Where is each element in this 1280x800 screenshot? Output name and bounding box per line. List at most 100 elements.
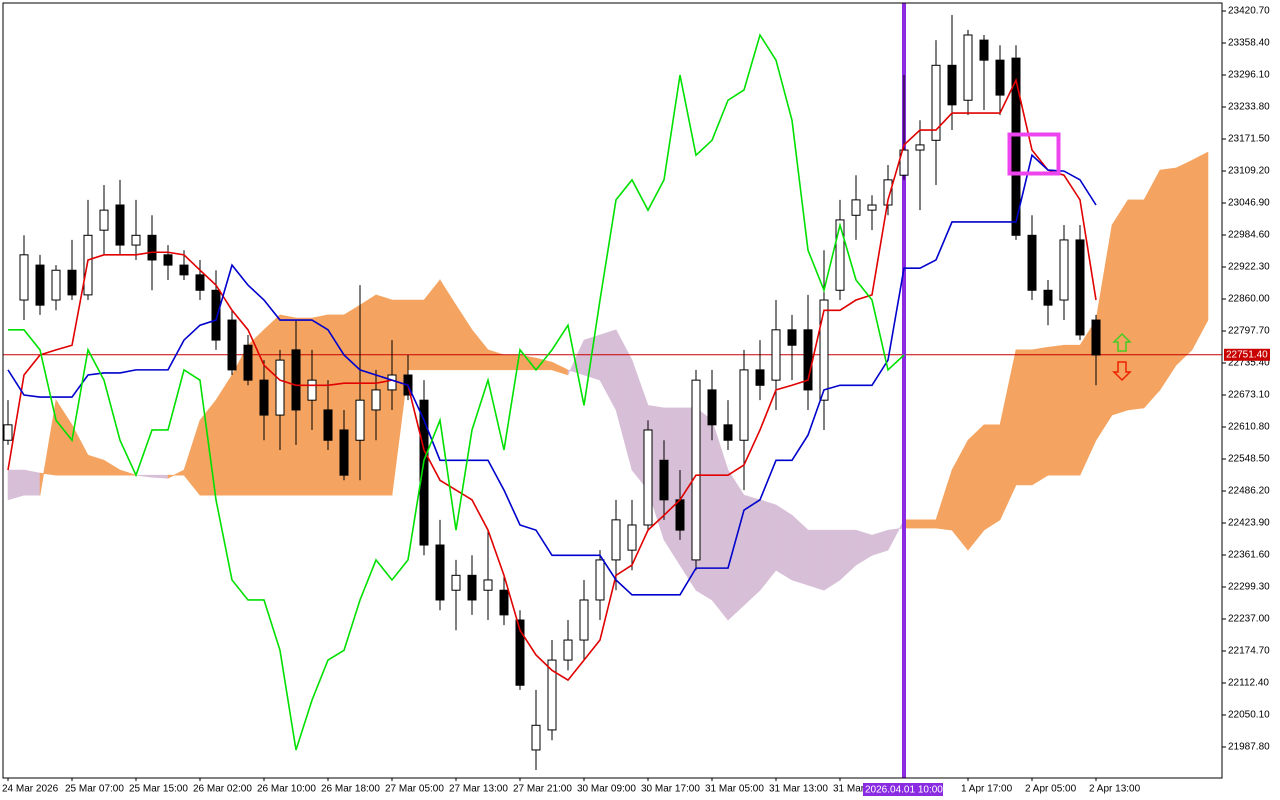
candle-body (979, 39, 989, 61)
y-tick-label: 22423.90 (1228, 518, 1270, 529)
candle-body (227, 319, 237, 371)
cloud-segment (391, 299, 409, 496)
y-tick-label: 23358.40 (1228, 38, 1270, 49)
candle-body (579, 599, 589, 641)
candle-body (867, 204, 877, 211)
candle-body (1059, 239, 1069, 301)
cloud-segment (487, 349, 505, 371)
cloud-segment (919, 519, 937, 529)
candle-body (563, 639, 573, 661)
cloud-segment (1127, 199, 1145, 411)
y-tick-label: 21987.80 (1228, 742, 1270, 753)
candle-body (35, 264, 45, 306)
candle-body (755, 369, 765, 386)
candle-body (115, 204, 125, 246)
cloud-segment (423, 279, 441, 371)
candle-body (643, 429, 653, 526)
cloud-segment (903, 519, 921, 529)
x-tick-label: 27 Mar 05:00 (385, 784, 444, 795)
candle-body (291, 349, 301, 411)
cloud-segment (615, 329, 633, 471)
y-tick-label: 23109.20 (1228, 166, 1270, 177)
candle-body (371, 389, 381, 411)
y-tick-label: 22984.60 (1228, 230, 1270, 241)
candle-body (611, 519, 621, 561)
cloud-segment (823, 529, 841, 591)
candle-body (1043, 289, 1053, 306)
cloud-segment (887, 519, 905, 551)
candle-body (963, 34, 973, 101)
candle-body (435, 544, 445, 601)
cloud-segment (23, 469, 41, 496)
y-tick-label: 23296.10 (1228, 70, 1270, 81)
x-tick-label: 30 Mar 09:00 (577, 784, 636, 795)
candle-body (947, 64, 957, 106)
candle-body (1075, 239, 1085, 336)
candle-body (835, 219, 845, 291)
x-tick-label: 1 Apr 17:00 (961, 784, 1013, 795)
candle-body (659, 459, 669, 501)
y-tick-label: 22486.20 (1228, 486, 1270, 497)
cloud-segment (1015, 349, 1033, 486)
candle-body (387, 374, 397, 391)
cloud-segment (727, 469, 745, 621)
cloud-segment (439, 278, 457, 371)
cloud-segment (839, 529, 857, 581)
cloud-segment (135, 474, 153, 478)
candle-body (771, 329, 781, 381)
candle-body (339, 429, 349, 476)
down-arrow (1112, 361, 1132, 382)
highlight-box (1007, 132, 1061, 176)
candle-body (211, 289, 221, 341)
x-tick-label: 26 Mar 02:00 (193, 784, 252, 795)
candle-body (451, 574, 461, 591)
x-tick-label: 2 Apr 13:00 (1089, 784, 1141, 795)
candle-body (739, 369, 749, 441)
y-tick-label: 22361.60 (1228, 550, 1270, 561)
candle-body (275, 359, 285, 416)
cloud-segment (807, 529, 825, 591)
cloud-segment (871, 529, 889, 556)
y-tick-label: 23171.50 (1228, 134, 1270, 145)
candle-body (595, 559, 605, 601)
candle-body (819, 299, 829, 401)
cloud-segment (567, 339, 585, 376)
cloud-segment (311, 314, 329, 496)
cloud-segment (1031, 346, 1049, 486)
x-tick-label: 25 Mar 07:00 (65, 784, 124, 795)
x-tick-label: 25 Mar 15:00 (129, 784, 188, 795)
current-price-box (1224, 348, 1270, 361)
candle-body (419, 399, 429, 546)
y-tick-label: 23233.80 (1228, 102, 1270, 113)
candle-body (243, 344, 253, 381)
y-tick-label: 22610.80 (1228, 422, 1270, 433)
x-tick-label: 30 Mar 17:00 (641, 784, 700, 795)
candle-body (19, 254, 29, 301)
y-tick-label: 23046.90 (1228, 198, 1270, 209)
candle-body (1011, 57, 1021, 236)
candle-body (483, 579, 493, 591)
plot-area: 23420.70 23358.40 23296.10 23233.80 23171.50… (2, 3, 1270, 796)
cloud-segment (87, 454, 105, 476)
y-tick-label: 22797.70 (1228, 326, 1270, 337)
candle-body (51, 269, 61, 301)
candle-body (355, 399, 365, 441)
cloud-segment (167, 469, 185, 479)
cloud-segment (711, 420, 729, 621)
cloud-segment (103, 459, 121, 476)
candle-body (915, 144, 925, 151)
x-tick-label: 27 Mar 21:00 (513, 784, 572, 795)
candle-body (995, 59, 1005, 96)
candle-body (883, 179, 893, 206)
cloud-segment (999, 349, 1017, 520)
x-tick-label: 2026.04.01 10:00 (865, 785, 943, 796)
x-tick-label: 26 Mar 18:00 (321, 784, 380, 795)
cloud-segment (471, 328, 489, 371)
indicator-line (8, 33, 905, 751)
x-tick-label: 27 Mar 13:00 (449, 784, 508, 795)
x-tick-label: 26 Mar 10:00 (257, 784, 316, 795)
candle-body (723, 424, 733, 441)
cloud-segment (119, 469, 137, 476)
candle-body (467, 574, 477, 601)
